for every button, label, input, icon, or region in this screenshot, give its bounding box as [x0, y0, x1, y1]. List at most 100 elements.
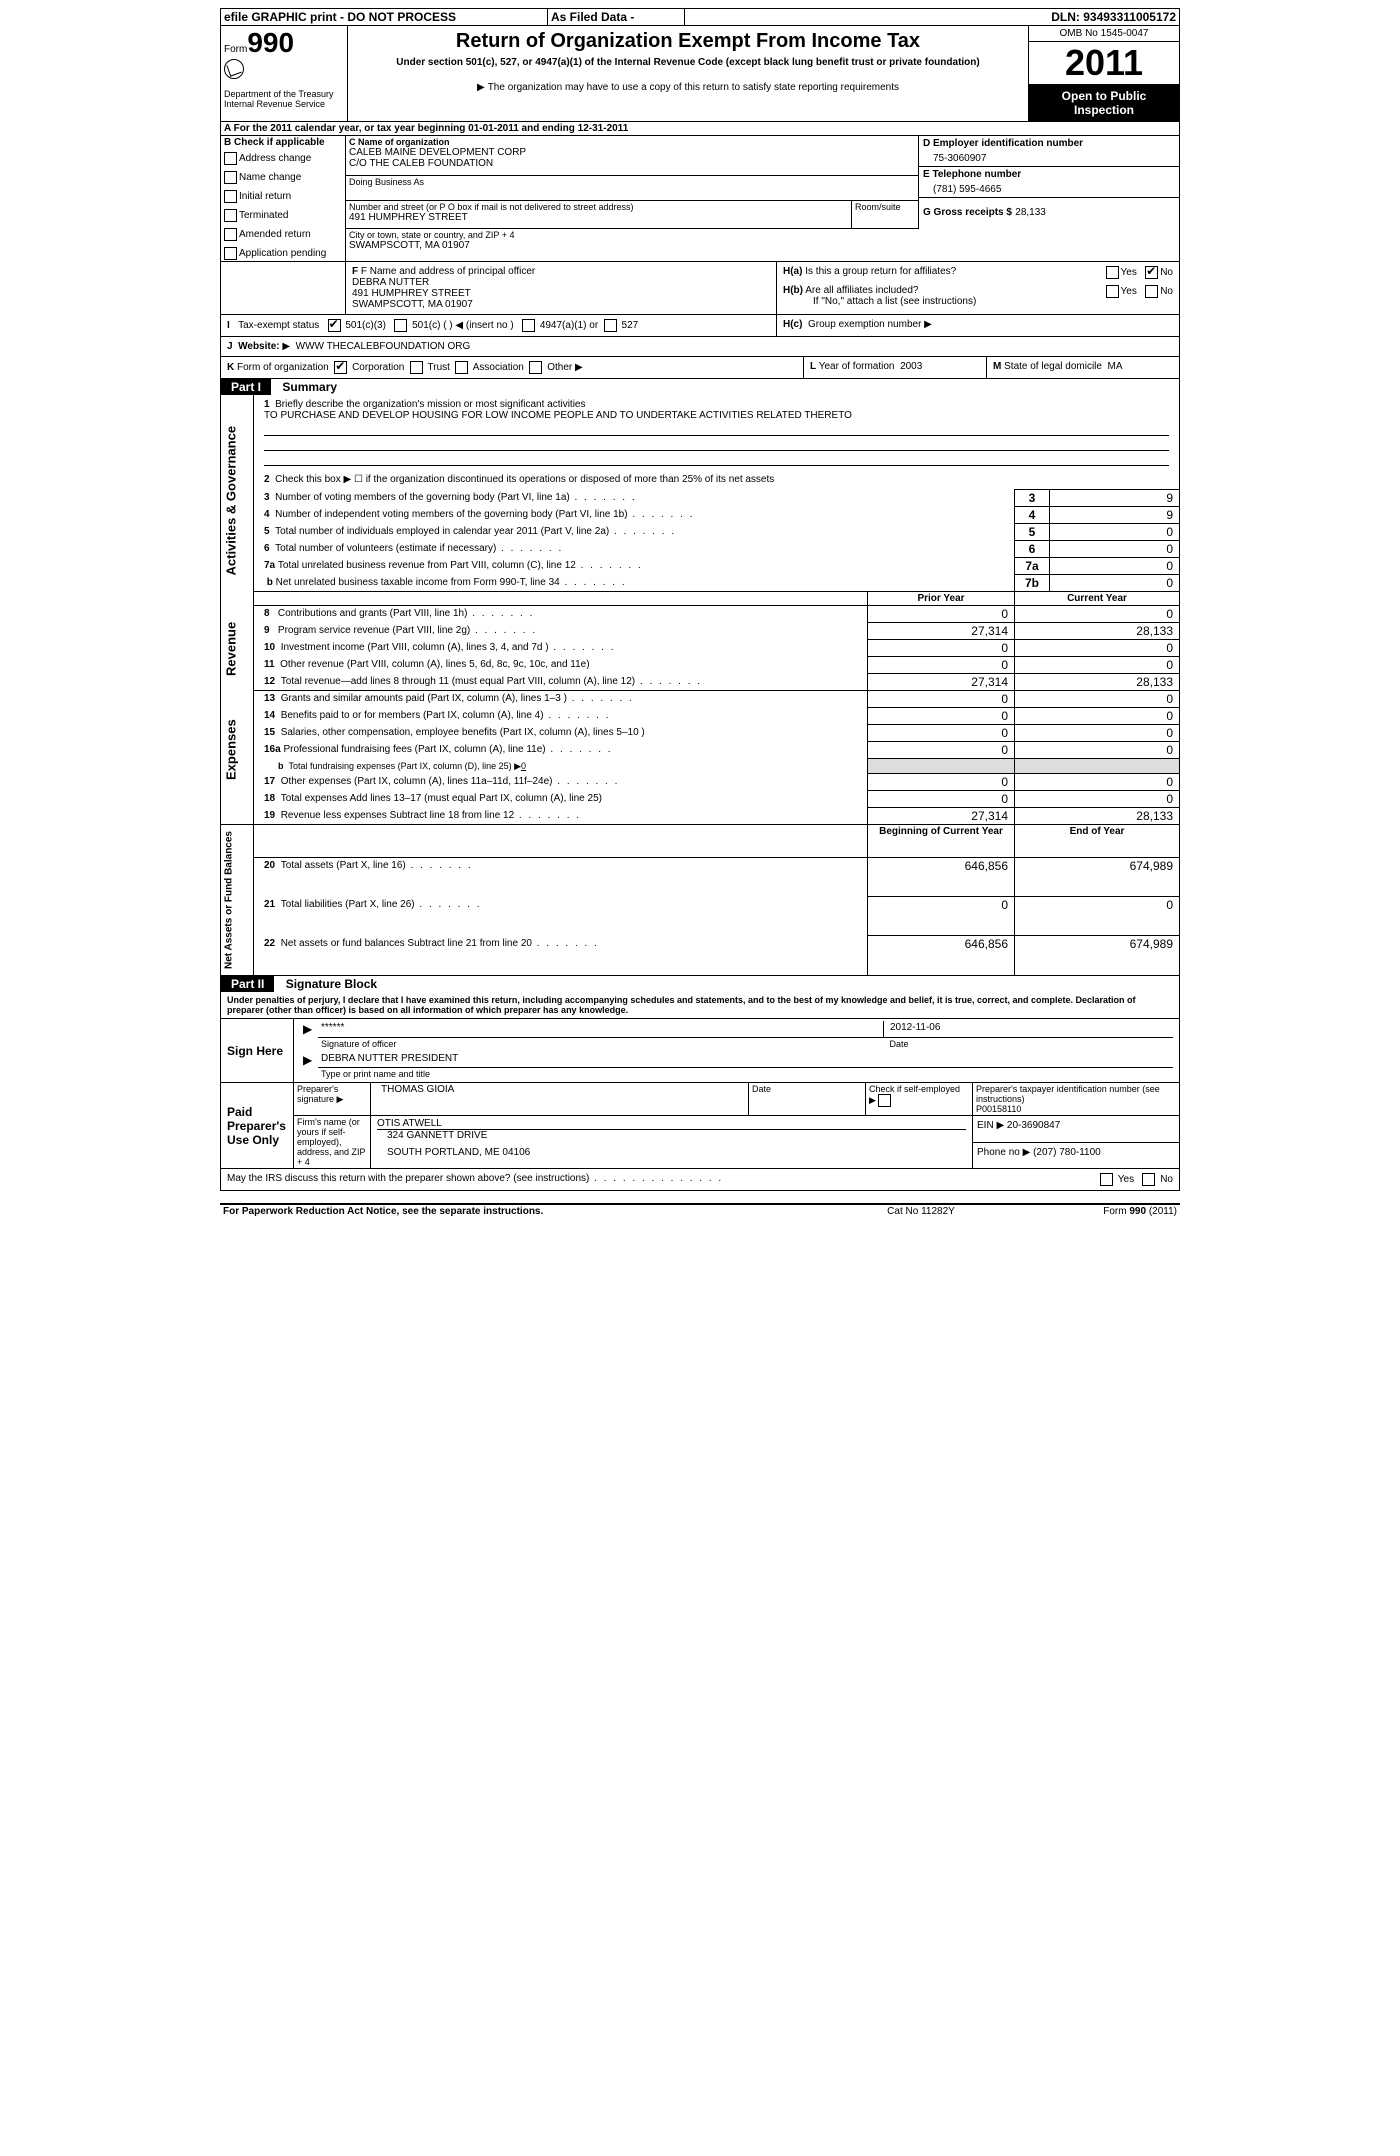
officer-addr2: SWAMPSCOTT, MA 01907 — [352, 299, 770, 310]
name-change-checkbox[interactable] — [224, 171, 237, 184]
side-governance: Activities & Governance — [221, 395, 254, 606]
officer-name: DEBRA NUTTER — [352, 277, 770, 288]
app-pending-checkbox[interactable] — [224, 247, 237, 260]
part1-label: Part I — [221, 379, 271, 395]
form-990-page: efile GRAPHIC print - DO NOT PROCESS As … — [220, 8, 1180, 1218]
ha-yes-checkbox[interactable] — [1106, 266, 1119, 279]
hdr-curr: Current Year — [1015, 592, 1180, 606]
501c3-checkbox[interactable] — [328, 319, 341, 332]
4947-checkbox[interactable] — [522, 319, 535, 332]
part2-label: Part II — [221, 976, 274, 992]
page-footer: For Paperwork Reduction Act Notice, see … — [220, 1203, 1180, 1218]
terminated-checkbox[interactable] — [224, 209, 237, 222]
preparer-table: Paid Preparer's Use Only Preparer's sign… — [220, 1083, 1180, 1169]
section-g-label: G Gross receipts $ — [923, 207, 1012, 218]
other-checkbox[interactable] — [529, 361, 542, 374]
section-f-label: F F Name and address of principal office… — [352, 266, 770, 277]
section-e-label: E Telephone number — [923, 169, 1175, 180]
side-revenue: Revenue — [221, 606, 254, 691]
val7b: 0 — [1050, 575, 1180, 592]
ha-no-checkbox[interactable] — [1145, 266, 1158, 279]
year-formation: 2003 — [900, 361, 922, 372]
form-label: Form990 — [224, 27, 344, 59]
city-value: SWAMPSCOTT, MA 01907 — [349, 240, 1176, 251]
paid-preparer-label: Paid Preparer's Use Only — [221, 1083, 294, 1169]
website-value: WWW THECALEBFOUNDATION ORG — [296, 341, 471, 352]
dba-label: Doing Business As — [349, 177, 915, 187]
officer-h-block: F F Name and address of principal office… — [220, 262, 1180, 315]
perjury-statement: Under penalties of perjury, I declare th… — [220, 992, 1180, 1019]
header-block: Form990 Department of the Treasury Inter… — [220, 26, 1180, 122]
sig-date: 2012-11-06 — [884, 1021, 1174, 1037]
discuss-no-checkbox[interactable] — [1142, 1173, 1155, 1186]
pra-notice: For Paperwork Reduction Act Notice, see … — [220, 1204, 818, 1218]
irs-eagle-icon — [224, 59, 244, 79]
section-d-label: D Employer identification number — [923, 138, 1175, 149]
amended-checkbox[interactable] — [224, 228, 237, 241]
section-b-label: B Check if applicable — [224, 137, 342, 148]
org-co: C/O THE CALEB FOUNDATION — [349, 158, 915, 169]
date-label: Date — [884, 1037, 1174, 1050]
firm-label: Firm's name (or yours if self-employed),… — [294, 1116, 371, 1169]
assoc-checkbox[interactable] — [455, 361, 468, 374]
line3: Number of voting members of the governin… — [275, 492, 570, 503]
ptin-label: Preparer's taxpayer identification numbe… — [976, 1084, 1176, 1104]
state-note: The organization may have to use a copy … — [368, 82, 1008, 93]
discuss-yes-checkbox[interactable] — [1100, 1173, 1113, 1186]
cat-no: Cat No 11282Y — [818, 1204, 1024, 1218]
527-checkbox[interactable] — [604, 319, 617, 332]
firm-ein: 20-3690847 — [1007, 1120, 1060, 1131]
phone-value: (781) 595-4665 — [923, 180, 1175, 195]
addr-change-checkbox[interactable] — [224, 152, 237, 165]
self-employed-checkbox[interactable] — [878, 1094, 891, 1107]
firm-addr2: SOUTH PORTLAND, ME 04106 — [377, 1147, 966, 1158]
klm-row: K Form of organization Corporation Trust… — [220, 357, 1180, 379]
org-name: CALEB MAINE DEVELOPMENT CORP — [349, 147, 915, 158]
return-subtitle: Under section 501(c), 527, or 4947(a)(1)… — [368, 57, 1008, 68]
room-label: Room/suite — [852, 200, 919, 228]
discuss-row: May the IRS discuss this return with the… — [220, 1169, 1180, 1191]
preparer-name: THOMAS GIOIA — [371, 1083, 749, 1116]
return-title: Return of Organization Exempt From Incom… — [368, 30, 1008, 53]
firm-name: OTIS ATWELL — [377, 1118, 966, 1130]
officer-addr1: 491 HUMPHREY STREET — [352, 288, 770, 299]
line1-label: Briefly describe the organization's miss… — [275, 399, 585, 410]
line7b: Net unrelated business taxable income fr… — [276, 577, 560, 588]
hc-row: H(c) Group exemption number ▶ — [777, 315, 1180, 337]
initial-return-checkbox[interactable] — [224, 190, 237, 203]
prep-date-label: Date — [749, 1083, 866, 1116]
dln-value: 93493311005172 — [1083, 10, 1176, 24]
top-bar: efile GRAPHIC print - DO NOT PROCESS As … — [220, 8, 1180, 26]
ein-value: 75-3060907 — [923, 149, 1175, 164]
form-number: 990 — [247, 27, 294, 58]
side-expenses: Expenses — [221, 691, 254, 808]
sign-here-label: Sign Here — [221, 1019, 294, 1083]
firm-addr1: 324 GANNETT DRIVE — [377, 1130, 966, 1141]
hb-no-checkbox[interactable] — [1145, 285, 1158, 298]
org-info-block: B Check if applicable Address change Nam… — [220, 136, 1180, 262]
dept-treasury: Department of the Treasury Internal Reve… — [224, 89, 344, 109]
val6: 0 — [1050, 541, 1180, 558]
hdr-prior: Prior Year — [868, 592, 1015, 606]
part1-title: Summary — [274, 380, 337, 394]
efile-notice: efile GRAPHIC print - DO NOT PROCESS — [221, 9, 548, 26]
501c-checkbox[interactable] — [394, 319, 407, 332]
line-a: A For the 2011 calendar year, or tax yea… — [221, 122, 1180, 136]
part1-header: Part I Summary — [220, 379, 1180, 395]
val3: 9 — [1050, 490, 1180, 507]
addr-label: Number and street (or P O box if mail is… — [349, 202, 848, 212]
line6: Total number of volunteers (estimate if … — [275, 543, 496, 554]
gross-receipts: 28,133 — [1015, 207, 1046, 218]
hb-row: H(b) Are all affiliates included? Yes No — [783, 285, 1173, 296]
section-c-label: C Name of organization — [349, 137, 915, 147]
asfiled-label: As Filed Data - — [548, 9, 685, 26]
hb-yes-checkbox[interactable] — [1106, 285, 1119, 298]
trust-checkbox[interactable] — [410, 361, 423, 374]
part1-table: Activities & Governance 1 Briefly descri… — [220, 395, 1180, 976]
signature-table: Sign Here ▶ ****** 2012-11-06 Signature … — [220, 1019, 1180, 1083]
corp-checkbox[interactable] — [334, 361, 347, 374]
line7a: Total unrelated business revenue from Pa… — [278, 560, 576, 571]
state-domicile: MA — [1108, 361, 1123, 372]
line2: Check this box ▶ ☐ if the organization d… — [275, 474, 774, 485]
line4: Number of independent voting members of … — [275, 509, 627, 520]
